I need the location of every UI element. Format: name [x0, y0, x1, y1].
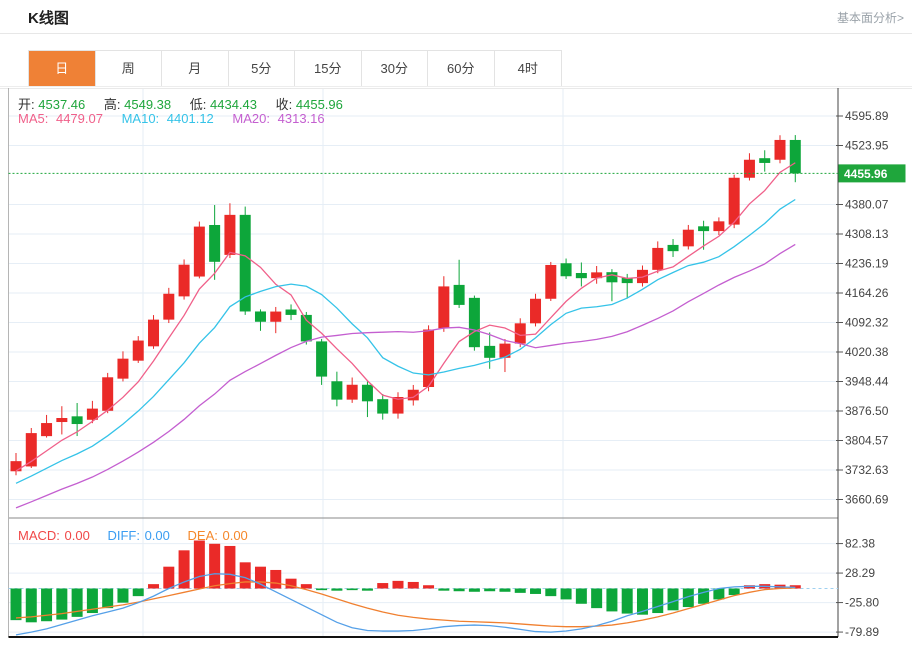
svg-text:3948.44: 3948.44 [845, 374, 889, 388]
svg-text:4236.19: 4236.19 [845, 257, 889, 271]
svg-text:4523.95: 4523.95 [845, 139, 889, 153]
tab-week[interactable]: 周 [95, 51, 162, 86]
svg-text:28.29: 28.29 [845, 566, 875, 580]
svg-text:3660.69: 3660.69 [845, 492, 889, 506]
svg-text:82.38: 82.38 [845, 537, 875, 551]
top-bar: K线图 基本面分析> [0, 0, 912, 34]
svg-text:-25.80: -25.80 [845, 596, 879, 610]
svg-text:4020.38: 4020.38 [845, 345, 889, 359]
svg-text:4595.89: 4595.89 [845, 109, 889, 123]
tabs-underline [0, 86, 912, 87]
svg-text:3732.63: 3732.63 [845, 463, 889, 477]
tab-5min[interactable]: 5分 [228, 51, 295, 86]
tab-month[interactable]: 月 [162, 51, 229, 86]
current-price-badge: 4455.96 [844, 167, 888, 181]
tab-15min[interactable]: 15分 [295, 51, 362, 86]
svg-text:4380.07: 4380.07 [845, 198, 889, 212]
tab-30min[interactable]: 30分 [361, 51, 428, 86]
svg-text:3876.50: 3876.50 [845, 404, 889, 418]
interval-tabs: 日周月 5分 15分 30分 60分 4时 [28, 50, 562, 87]
tab-60min[interactable]: 60分 [428, 51, 495, 86]
tab-day[interactable]: 日 [29, 51, 96, 86]
svg-text:4092.32: 4092.32 [845, 315, 889, 329]
tab-4hour[interactable]: 4时 [494, 51, 561, 86]
svg-text:4164.26: 4164.26 [845, 286, 889, 300]
page-title: K线图 [28, 10, 69, 27]
svg-text:4308.13: 4308.13 [845, 227, 889, 241]
kline-chart-canvas[interactable]: 4595.89 4523.95 4380.07 4308.13 4236.19 4164.… [0, 88, 912, 648]
svg-text:-79.89: -79.89 [845, 625, 879, 639]
fundamental-analysis-link[interactable]: 基本面分析> [836, 11, 904, 25]
svg-text:3804.57: 3804.57 [845, 433, 889, 447]
